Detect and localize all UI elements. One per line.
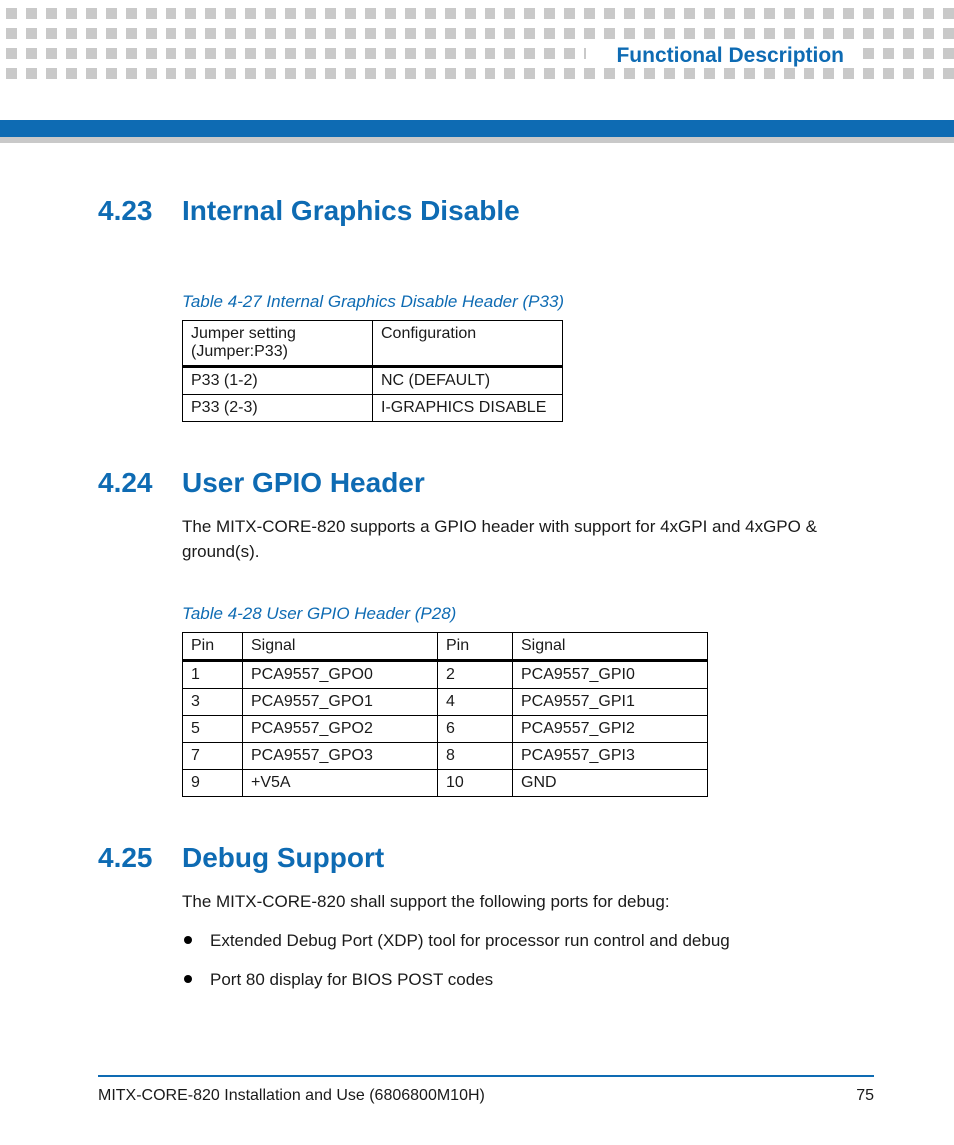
section-heading: 4.25 Debug Support xyxy=(98,842,874,874)
table-cell: PCA9557_GPO2 xyxy=(243,716,438,743)
section-heading: 4.23 Internal Graphics Disable xyxy=(98,195,874,227)
table-header-cell: Pin xyxy=(438,633,513,661)
table-cell: PCA9557_GPI1 xyxy=(513,689,708,716)
table-row: P33 (1-2) NC (DEFAULT) xyxy=(183,367,563,395)
chapter-title: Functional Description xyxy=(586,44,854,68)
table-cell: PCA9557_GPI2 xyxy=(513,716,708,743)
table-caption: Table 4-27 Internal Graphics Disable Hea… xyxy=(182,292,874,312)
table-cell: I-GRAPHICS DISABLE xyxy=(373,395,563,422)
table-cell: 9 xyxy=(183,770,243,797)
table-cell: 4 xyxy=(438,689,513,716)
table-cell: 7 xyxy=(183,743,243,770)
table-header-cell: Pin xyxy=(183,633,243,661)
list-item: Extended Debug Port (XDP) tool for proce… xyxy=(182,929,874,954)
section-intro: The MITX-CORE-820 supports a GPIO header… xyxy=(182,515,874,564)
table-cell: NC (DEFAULT) xyxy=(373,367,563,395)
section-number: 4.24 xyxy=(98,467,154,499)
table-header-cell: Signal xyxy=(513,633,708,661)
table-row: 1 PCA9557_GPO0 2 PCA9557_GPI0 xyxy=(183,661,708,689)
table-row: 5 PCA9557_GPO2 6 PCA9557_GPI2 xyxy=(183,716,708,743)
table-cell: 5 xyxy=(183,716,243,743)
table-row: 9 +V5A 10 GND xyxy=(183,770,708,797)
footer-page-number: 75 xyxy=(856,1087,874,1105)
table-cell: 3 xyxy=(183,689,243,716)
table-cell: 1 xyxy=(183,661,243,689)
table-cell: P33 (2-3) xyxy=(183,395,373,422)
section-number: 4.25 xyxy=(98,842,154,874)
bullet-list: Extended Debug Port (XDP) tool for proce… xyxy=(182,929,874,992)
table-graphics-disable: Jumper setting(Jumper:P33) Configuration… xyxy=(182,320,563,422)
section-intro: The MITX-CORE-820 shall support the foll… xyxy=(182,890,874,915)
section-title: User GPIO Header xyxy=(182,467,425,499)
table-cell: +V5A xyxy=(243,770,438,797)
table-cell: GND xyxy=(513,770,708,797)
header-band xyxy=(0,120,954,143)
table-cell: 6 xyxy=(438,716,513,743)
table-cell: PCA9557_GPI0 xyxy=(513,661,708,689)
table-cell: PCA9557_GPI3 xyxy=(513,743,708,770)
table-cell: PCA9557_GPO0 xyxy=(243,661,438,689)
page-footer: MITX-CORE-820 Installation and Use (6806… xyxy=(98,1075,874,1105)
page-content: 4.23 Internal Graphics Disable Table 4-2… xyxy=(98,175,874,1006)
section-heading: 4.24 User GPIO Header xyxy=(98,467,874,499)
list-item: Port 80 display for BIOS POST codes xyxy=(182,968,874,993)
table-row: 3 PCA9557_GPO1 4 PCA9557_GPI1 xyxy=(183,689,708,716)
table-header-cell: Signal xyxy=(243,633,438,661)
table-cell: PCA9557_GPO1 xyxy=(243,689,438,716)
table-cell: 10 xyxy=(438,770,513,797)
section-title: Internal Graphics Disable xyxy=(182,195,520,227)
table-row: P33 (2-3) I-GRAPHICS DISABLE xyxy=(183,395,563,422)
table-caption: Table 4-28 User GPIO Header (P28) xyxy=(182,604,874,624)
table-cell: 2 xyxy=(438,661,513,689)
table-gpio-header: Pin Signal Pin Signal 1 PCA9557_GPO0 2 P… xyxy=(182,632,708,797)
table-header-cell: Jumper setting(Jumper:P33) xyxy=(183,321,373,367)
table-cell: P33 (1-2) xyxy=(183,367,373,395)
section-title: Debug Support xyxy=(182,842,384,874)
footer-doc-title: MITX-CORE-820 Installation and Use (6806… xyxy=(98,1087,485,1105)
table-header-cell: Configuration xyxy=(373,321,563,367)
table-row: 7 PCA9557_GPO3 8 PCA9557_GPI3 xyxy=(183,743,708,770)
section-number: 4.23 xyxy=(98,195,154,227)
table-cell: 8 xyxy=(438,743,513,770)
table-cell: PCA9557_GPO3 xyxy=(243,743,438,770)
